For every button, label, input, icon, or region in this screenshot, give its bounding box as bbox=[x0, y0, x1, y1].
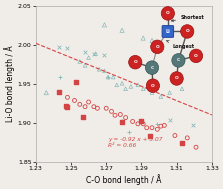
Point bbox=[131, 120, 134, 123]
Point bbox=[141, 87, 145, 90]
Point bbox=[191, 124, 194, 127]
Point bbox=[124, 87, 127, 90]
Point bbox=[96, 107, 99, 110]
Point bbox=[159, 125, 163, 128]
Point bbox=[78, 103, 82, 106]
Point bbox=[83, 64, 87, 67]
Point bbox=[57, 90, 60, 93]
Point bbox=[145, 126, 149, 129]
Point bbox=[155, 122, 159, 125]
Point bbox=[87, 101, 90, 104]
Point bbox=[74, 80, 78, 83]
Point bbox=[140, 120, 143, 123]
Point bbox=[120, 82, 124, 85]
Point bbox=[94, 52, 97, 55]
Point bbox=[141, 122, 145, 125]
Point bbox=[150, 66, 154, 69]
Text: y = -0.92 x + 3.07: y = -0.92 x + 3.07 bbox=[108, 137, 163, 142]
Point bbox=[120, 119, 124, 122]
Point bbox=[66, 106, 69, 109]
Point bbox=[124, 116, 127, 119]
Point bbox=[104, 107, 108, 110]
Point bbox=[64, 104, 68, 107]
Point bbox=[150, 91, 154, 94]
Point bbox=[159, 95, 163, 98]
Point bbox=[150, 39, 154, 42]
Point bbox=[103, 69, 106, 72]
Point bbox=[103, 23, 106, 26]
Point bbox=[73, 99, 76, 102]
Point bbox=[92, 52, 96, 55]
Y-axis label: Li-O bond length / Å: Li-O bond length / Å bbox=[4, 46, 15, 122]
Point bbox=[112, 76, 115, 79]
Point bbox=[83, 51, 87, 54]
Point bbox=[83, 105, 87, 108]
Point bbox=[173, 134, 177, 137]
Point bbox=[115, 83, 119, 86]
Point bbox=[92, 105, 96, 108]
Point bbox=[78, 60, 82, 63]
Point bbox=[155, 128, 159, 131]
X-axis label: C-O bond length / Å: C-O bond length / Å bbox=[86, 174, 161, 185]
Point bbox=[57, 46, 60, 49]
Point bbox=[87, 56, 90, 59]
Point bbox=[136, 83, 140, 86]
Point bbox=[59, 76, 62, 79]
Point bbox=[194, 146, 198, 149]
Point bbox=[110, 110, 113, 113]
Point bbox=[113, 114, 117, 117]
Text: R² = 0.66: R² = 0.66 bbox=[108, 143, 136, 148]
Point bbox=[180, 87, 184, 90]
Point bbox=[163, 124, 166, 127]
Point bbox=[106, 76, 110, 79]
Point bbox=[97, 68, 101, 71]
Point bbox=[120, 121, 124, 124]
Point bbox=[127, 130, 131, 133]
Point bbox=[66, 96, 69, 99]
Point bbox=[168, 119, 171, 122]
Point bbox=[149, 135, 152, 138]
Point bbox=[120, 29, 124, 32]
Point bbox=[186, 136, 189, 139]
Point bbox=[66, 47, 69, 50]
Point bbox=[168, 91, 171, 94]
Point bbox=[129, 85, 133, 88]
Point bbox=[141, 37, 145, 40]
Point bbox=[136, 122, 140, 125]
Point bbox=[180, 141, 184, 144]
Point bbox=[118, 113, 122, 116]
Point bbox=[82, 115, 85, 118]
Point bbox=[103, 54, 106, 57]
Point bbox=[150, 126, 154, 129]
Point bbox=[45, 91, 48, 94]
Point bbox=[106, 76, 110, 79]
